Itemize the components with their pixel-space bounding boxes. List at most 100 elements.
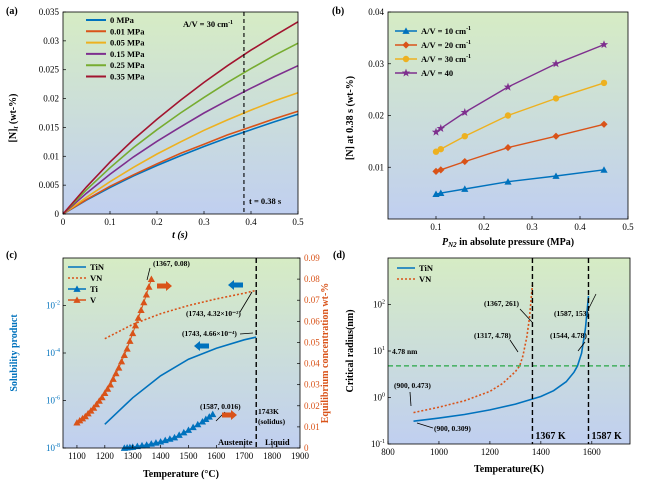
chart-c-legend-label: Ti — [90, 284, 99, 294]
chart-d-legend-label: VN — [419, 274, 432, 284]
chart-b-ytick-label: 0.02 — [368, 111, 384, 121]
arrow-left-icon — [228, 280, 243, 290]
chart-c-point — [115, 364, 123, 371]
chart-b-point — [599, 40, 609, 49]
chart-c-point — [117, 357, 126, 365]
chart-c-ytick-right-label: 0.01 — [304, 422, 320, 432]
chart-c-xtick-label: 1700 — [235, 451, 254, 461]
chart-c-ytick-left-label: 10-8 — [46, 443, 60, 453]
chart-a-ytick-label: 0.02 — [43, 94, 59, 104]
chart-a-ytick-label: 0.03 — [43, 36, 59, 46]
chart-c-point — [129, 329, 137, 337]
chart-b-legend-marker — [401, 68, 411, 77]
chart-c-ytick-right-label: 0.07 — [304, 295, 320, 305]
chart-a-xtick-label: 0 — [61, 217, 66, 227]
chart-b-point — [437, 189, 445, 197]
chart-c-point — [112, 369, 120, 377]
annotation-pointer — [509, 339, 519, 353]
chart-a-ytick-label: 0.035 — [39, 7, 60, 17]
chart-a: 0 0.1 0.2 0.3 0.4 0.5 0 0.005 0.01 0.015 0.02 0.025… — [8, 7, 304, 241]
panel-label-a: (a) — [6, 6, 18, 17]
chart-c-ytick-right-label: 0.02 — [304, 401, 320, 411]
chart-a-legend-label: 0.35 MPa — [110, 72, 145, 82]
chart-d-ylabel: Critical radius(nm) — [345, 309, 356, 392]
panel-label-b: (b) — [332, 6, 344, 17]
chart-a-series-line-2 — [62, 92, 299, 215]
chart-c-xtick-label: 1900 — [291, 451, 310, 461]
chart-c-point — [145, 283, 153, 290]
chart-a-xtick-label: 0.4 — [245, 217, 257, 227]
chart-a-legend-label: 0.25 MPa — [110, 60, 145, 70]
chart-c-xtick-label: 1200 — [96, 451, 115, 461]
chart-c-point — [126, 337, 134, 344]
chart-c-xtick-label: 1500 — [179, 451, 198, 461]
chart-c-ytick-right-label: 0 — [304, 443, 309, 453]
chart-b-point — [504, 178, 512, 185]
chart-b-legend-marker — [402, 41, 410, 49]
chart-b-ytick-label: 0.04 — [368, 7, 384, 17]
chart-b-point — [432, 148, 440, 155]
chart-d-xtick-label: 1000 — [430, 447, 449, 457]
chart-c-point — [104, 385, 112, 392]
chart-c-point — [194, 420, 202, 428]
chart-c-xlabel: Temperature (°C) — [143, 469, 219, 480]
chart-a-series-line-4 — [62, 42, 299, 215]
chart-b-point — [504, 143, 512, 152]
chart-a-ytick-label: 0.015 — [39, 122, 60, 132]
chart-b-xlabel: PN2 in absolute pressure (MPa) — [442, 237, 574, 249]
chart-c-annotation: (1743, 4.32×10⁻²) — [186, 309, 241, 318]
chart-b-xtick-label: 0.1 — [430, 222, 441, 232]
chart-a-xtick-label: 0.3 — [198, 217, 210, 227]
chart-c-point — [184, 426, 193, 433]
chart-c-series-line-0 — [104, 336, 257, 425]
panel-label-d: (d) — [333, 250, 345, 261]
chart-a-frame — [62, 11, 299, 215]
chart-d-plot-area — [388, 258, 630, 444]
chart-b-point — [461, 133, 468, 140]
chart-d-ytick-label: 100 — [373, 393, 385, 403]
panel-label-c: (c) — [6, 250, 17, 261]
chart-c-annotation: (1587, 0.016) — [200, 402, 241, 411]
chart-a-ytick-label: 0.005 — [39, 180, 60, 190]
chart-c-point — [137, 306, 145, 313]
chart-b-xtick-label: 0.5 — [622, 222, 634, 232]
chart-b-point — [600, 120, 608, 128]
chart-c-plot-area — [63, 258, 300, 448]
chart-c-point — [109, 375, 117, 382]
chart-c-ytick-right-label: 0.08 — [304, 274, 320, 284]
chart-b-legend-label: A/V = 10 cm-1 — [421, 26, 471, 36]
chart-b-point — [437, 145, 444, 153]
chart-c-point — [189, 423, 197, 431]
chart-b-legend-label: A/V = 30 cm-1 — [421, 54, 471, 64]
chart-c-point — [140, 298, 148, 306]
chart-d-annotation: (1367, 261) — [484, 299, 519, 308]
chart-b-ytick-label: 0.01 — [368, 162, 384, 172]
chart-b-point — [600, 166, 608, 173]
chart-d-xlabel: Temperature(K) — [474, 464, 544, 475]
chart-b-legend-label: A/V = 40 — [421, 68, 453, 78]
chart-c-point — [205, 413, 213, 420]
chart-b-point — [600, 79, 608, 87]
chart-d: 1367 K 1587 K 800 1000 1200 1400 1600 10-1 100 1… — [345, 257, 631, 475]
chart-c-ytick-right-label: 0.06 — [304, 316, 320, 326]
chart-b-point — [461, 157, 469, 166]
chart-a-xlabel: t (s) — [172, 230, 188, 241]
chart-b-point — [436, 124, 445, 132]
chart-c-point — [131, 321, 140, 329]
chart-c-ytick-right-label: 0.05 — [304, 337, 320, 347]
chart-d-xtick-label: 1200 — [481, 447, 500, 457]
chart-a-annotation: A/V = 30 cm-1 — [183, 19, 233, 29]
chart-c-ytick-left-label: 10-6 — [46, 396, 60, 406]
arrow-right-icon — [222, 410, 237, 420]
chart-d-annotation: (1587, 153) — [554, 309, 589, 318]
chart-c-point — [170, 433, 179, 441]
chart-c-point — [209, 410, 217, 418]
annotation-pointer — [146, 267, 151, 281]
chart-c-point — [180, 428, 188, 436]
chart-c-point — [90, 404, 98, 411]
chart-a-xtick-label: 0.1 — [104, 217, 115, 227]
chart-b-xtick-label: 0.3 — [526, 222, 538, 232]
chart-d-vline-label: 1587 K — [591, 431, 622, 442]
chart-b-point — [431, 127, 441, 136]
